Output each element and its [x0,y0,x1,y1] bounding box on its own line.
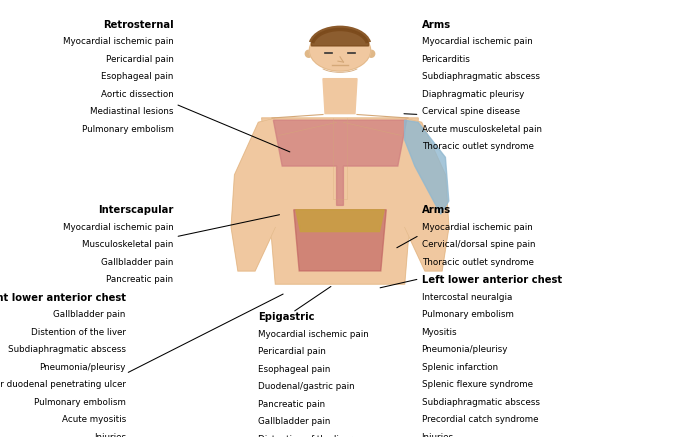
Ellipse shape [368,50,375,57]
Text: Pericardial pain: Pericardial pain [105,55,173,64]
Polygon shape [296,210,384,232]
Polygon shape [311,28,369,46]
Text: Duodenal/gastric pain: Duodenal/gastric pain [258,382,355,392]
Text: Myositis: Myositis [422,328,457,337]
Text: Interscapular: Interscapular [98,205,173,215]
Text: Arms: Arms [422,20,451,30]
Text: Pericardial pain: Pericardial pain [258,347,326,357]
Ellipse shape [309,30,371,71]
Polygon shape [323,79,357,114]
Text: Pancreatic pain: Pancreatic pain [258,400,326,409]
Text: Aortic dissection: Aortic dissection [101,90,173,99]
Polygon shape [405,120,449,214]
Text: Pulmonary embolism: Pulmonary embolism [34,398,126,407]
Text: Diaphragmatic pleurisy: Diaphragmatic pleurisy [422,90,524,99]
Text: Subdiaphragmatic abscess: Subdiaphragmatic abscess [422,72,540,81]
Text: Subdiaphragmatic abscess: Subdiaphragmatic abscess [422,398,540,407]
Text: Musculoskeletal pain: Musculoskeletal pain [82,240,173,250]
Text: Acute musculoskeletal pain: Acute musculoskeletal pain [422,125,541,134]
Text: Pulmonary embolism: Pulmonary embolism [422,310,513,319]
Text: Thoracic outlet syndrome: Thoracic outlet syndrome [422,258,534,267]
Text: Esophageal pain: Esophageal pain [101,72,173,81]
Text: Cervical/dorsal spine pain: Cervical/dorsal spine pain [422,240,535,250]
Text: Right lower anterior chest: Right lower anterior chest [0,293,126,303]
Text: Intercostal neuralgia: Intercostal neuralgia [422,293,512,302]
Text: Pneumonia/pleurisy: Pneumonia/pleurisy [39,363,126,372]
Text: Subdiaphragmatic abscess: Subdiaphragmatic abscess [7,345,126,354]
Text: Splenic infarction: Splenic infarction [422,363,498,372]
Text: Left lower anterior chest: Left lower anterior chest [422,275,562,285]
Text: Splenic flexure syndrome: Splenic flexure syndrome [422,380,532,389]
Polygon shape [405,118,449,271]
Text: Pulmonary embolism: Pulmonary embolism [82,125,173,134]
Text: Arms: Arms [422,205,451,215]
Text: Myocardial ischemic pain: Myocardial ischemic pain [422,37,532,46]
Text: Distention of the liver: Distention of the liver [258,435,354,437]
Ellipse shape [305,50,312,57]
Text: Injuries: Injuries [94,433,126,437]
Text: Acute myositis: Acute myositis [62,415,126,424]
Polygon shape [273,120,407,205]
Text: Gallbladder pain: Gallbladder pain [54,310,126,319]
Text: Myocardial ischemic pain: Myocardial ischemic pain [422,223,532,232]
Text: Myocardial ischemic pain: Myocardial ischemic pain [63,37,173,46]
Text: Distention of the liver: Distention of the liver [31,328,126,337]
Text: Pericarditis: Pericarditis [422,55,471,64]
Text: Myocardial ischemic pain: Myocardial ischemic pain [258,330,369,339]
Text: Thoracic outlet syndrome: Thoracic outlet syndrome [422,142,534,151]
Polygon shape [294,210,386,271]
Polygon shape [231,118,275,271]
Text: Retrosternal: Retrosternal [103,20,173,30]
Text: Cervical spine disease: Cervical spine disease [422,107,520,116]
Text: Pneumonia/pleurisy: Pneumonia/pleurisy [422,345,508,354]
Text: Myocardial ischemic pain: Myocardial ischemic pain [63,223,173,232]
Polygon shape [262,118,418,284]
Text: Gallbladder pain: Gallbladder pain [101,258,173,267]
Text: Epigastric: Epigastric [258,312,315,323]
Text: Mediastinal lesions: Mediastinal lesions [90,107,173,116]
Text: Esophageal pain: Esophageal pain [258,365,330,374]
Text: Pancreatic pain: Pancreatic pain [106,275,173,284]
Text: Precordial catch syndrome: Precordial catch syndrome [422,415,538,424]
Text: Gastric or duodenal penetrating ulcer: Gastric or duodenal penetrating ulcer [0,380,126,389]
Text: Gallbladder pain: Gallbladder pain [258,417,330,427]
Text: Injuries: Injuries [422,433,454,437]
